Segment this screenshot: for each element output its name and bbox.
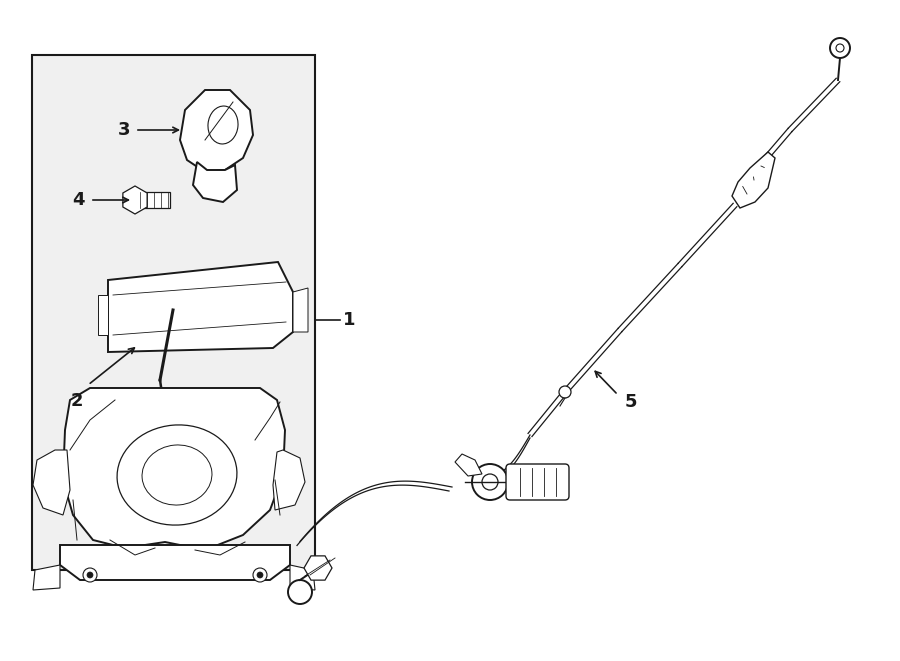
Polygon shape <box>193 162 237 202</box>
Circle shape <box>83 568 97 582</box>
Polygon shape <box>290 565 315 590</box>
FancyBboxPatch shape <box>506 464 569 500</box>
Polygon shape <box>98 295 108 335</box>
Polygon shape <box>293 288 308 332</box>
Polygon shape <box>108 262 293 352</box>
Circle shape <box>253 568 267 582</box>
Text: 2: 2 <box>70 392 83 410</box>
Polygon shape <box>732 152 775 208</box>
Polygon shape <box>33 565 60 590</box>
Text: 3: 3 <box>118 121 130 139</box>
Text: 4: 4 <box>73 191 85 209</box>
Circle shape <box>288 580 312 604</box>
Circle shape <box>87 572 93 578</box>
Polygon shape <box>180 90 253 172</box>
Polygon shape <box>273 450 305 510</box>
Polygon shape <box>63 388 285 550</box>
Polygon shape <box>135 192 170 208</box>
Text: 5: 5 <box>625 393 637 411</box>
Polygon shape <box>60 545 290 580</box>
Polygon shape <box>455 454 482 476</box>
Circle shape <box>472 464 508 500</box>
Text: 1: 1 <box>343 311 356 329</box>
Circle shape <box>559 386 571 398</box>
Circle shape <box>830 38 850 58</box>
Circle shape <box>482 474 498 490</box>
Circle shape <box>257 572 263 578</box>
Circle shape <box>836 44 844 52</box>
Polygon shape <box>304 556 332 580</box>
Bar <box>32 55 315 570</box>
Polygon shape <box>123 186 147 214</box>
Polygon shape <box>33 450 70 515</box>
